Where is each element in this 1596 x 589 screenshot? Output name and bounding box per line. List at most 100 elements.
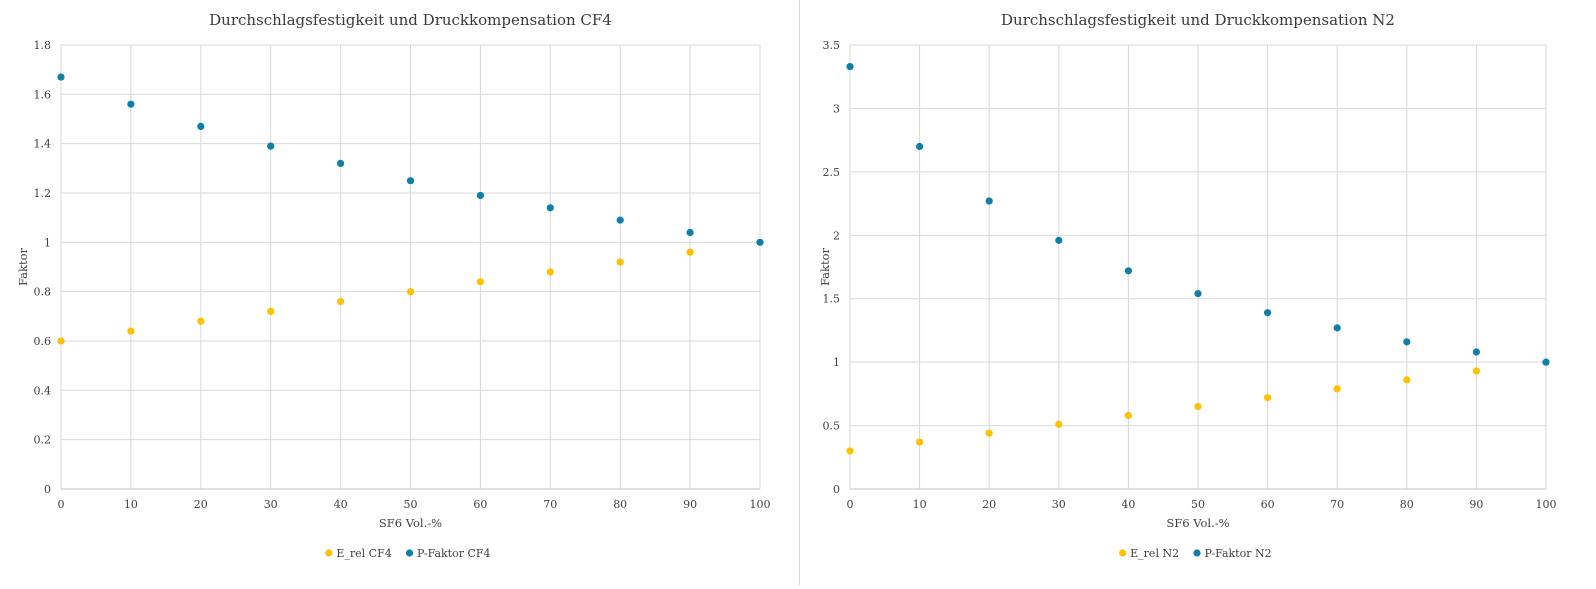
data-point-p-faktor-n2: [1333, 324, 1341, 332]
data-point-e-rel-n2: [1472, 367, 1480, 375]
panel-divider: [799, 0, 800, 585]
chart-title: Durchschlagsfestigkeit und Druckkompensa…: [209, 11, 612, 29]
data-point-p-faktor-cf4: [546, 204, 554, 212]
data-point-p-faktor-n2: [846, 62, 854, 71]
x-tick-label: 10: [913, 498, 927, 511]
y-tick-label: 1: [833, 356, 840, 369]
x-tick-label: 70: [1330, 498, 1344, 511]
data-point-p-faktor-n2: [1264, 309, 1272, 317]
data-point-e-rel-cf4: [57, 337, 65, 345]
y-tick-label: 0: [833, 483, 840, 496]
legend-label: E_rel CF4: [336, 547, 391, 560]
data-point-p-faktor-n2: [1472, 348, 1480, 356]
y-tick-label: 1.5: [823, 293, 841, 306]
x-tick-label: 50: [1191, 498, 1205, 511]
y-tick-label: 0.5: [823, 420, 841, 433]
x-axis-label: SF6 Vol.-%: [1166, 516, 1229, 530]
y-tick-label: 3.5: [823, 39, 841, 52]
x-tick-label: 30: [264, 498, 278, 511]
x-tick-label: 80: [1400, 498, 1414, 511]
chart-title: Durchschlagsfestigkeit und Druckkompensa…: [1001, 11, 1395, 29]
y-axis-label: Faktor: [818, 247, 832, 286]
y-tick-label: 1.6: [34, 88, 52, 101]
data-point-p-faktor-cf4: [686, 228, 694, 237]
data-point-e-rel-cf4: [476, 278, 484, 286]
data-point-e-rel-cf4: [616, 258, 624, 266]
data-point-e-rel-cf4: [686, 248, 694, 256]
x-tick-label: 70: [543, 498, 557, 511]
legend-marker: [1119, 549, 1127, 557]
y-tick-label: 2.5: [823, 166, 841, 179]
data-point-e-rel-n2: [1403, 376, 1411, 384]
chart-panel-cf4: Durchschlagsfestigkeit und Druckkompensa…: [0, 0, 797, 585]
data-point-e-rel-cf4: [406, 288, 415, 296]
data-point-p-faktor-cf4: [57, 73, 65, 81]
data-point-e-rel-n2: [1055, 420, 1063, 428]
data-point-e-rel-cf4: [546, 268, 554, 276]
data-point-e-rel-n2: [916, 438, 924, 446]
data-point-e-rel-cf4: [127, 327, 135, 335]
data-point-e-rel-cf4: [197, 317, 205, 325]
x-tick-label: 40: [1121, 498, 1135, 511]
chart-n2: Durchschlagsfestigkeit und Druckkompensa…: [818, 11, 1557, 560]
y-tick-label: 1.4: [34, 138, 52, 151]
legend-label: P-Faktor CF4: [417, 547, 490, 560]
chart-panel-n2: Durchschlagsfestigkeit und Druckkompensa…: [802, 0, 1596, 585]
y-tick-label: 3: [833, 102, 840, 115]
data-point-p-faktor-cf4: [756, 238, 764, 246]
data-point-p-faktor-n2: [1124, 267, 1132, 275]
legend-label: E_rel N2: [1130, 547, 1179, 560]
data-point-p-faktor-n2: [1194, 290, 1202, 298]
x-tick-label: 100: [750, 498, 771, 511]
x-tick-label: 60: [473, 498, 487, 511]
x-tick-label: 90: [1469, 498, 1483, 511]
x-tick-label: 0: [58, 498, 65, 511]
data-point-e-rel-n2: [1264, 394, 1272, 402]
legend-label: P-Faktor N2: [1205, 547, 1272, 560]
y-tick-label: 1: [44, 236, 51, 249]
y-axis-label: Faktor: [16, 247, 30, 286]
data-point-p-faktor-n2: [916, 142, 924, 151]
x-tick-label: 0: [847, 498, 854, 511]
y-tick-label: 0: [44, 483, 51, 496]
y-tick-label: 0.6: [34, 335, 52, 348]
x-tick-label: 30: [1052, 498, 1066, 511]
chart-cf4: Durchschlagsfestigkeit und Druckkompensa…: [16, 11, 771, 560]
y-tick-label: 1.2: [34, 187, 52, 200]
x-tick-label: 20: [194, 498, 208, 511]
data-point-p-faktor-cf4: [406, 177, 415, 185]
x-tick-label: 10: [124, 498, 138, 511]
y-tick-label: 0.2: [34, 434, 52, 447]
data-point-p-faktor-cf4: [127, 100, 135, 108]
data-point-e-rel-cf4: [267, 307, 275, 315]
data-point-p-faktor-cf4: [476, 191, 484, 200]
y-tick-label: 1.8: [34, 39, 52, 52]
data-point-p-faktor-n2: [1542, 358, 1550, 366]
x-axis-label: SF6 Vol.-%: [379, 516, 442, 530]
x-tick-label: 50: [404, 498, 418, 511]
data-point-p-faktor-cf4: [616, 216, 624, 224]
legend-marker: [325, 549, 333, 557]
y-tick-label: 0.8: [34, 286, 52, 299]
y-tick-label: 2: [833, 229, 840, 242]
data-point-e-rel-n2: [1124, 411, 1132, 420]
data-point-e-rel-n2: [846, 447, 854, 455]
data-point-e-rel-n2: [985, 429, 993, 437]
data-point-e-rel-n2: [1194, 402, 1202, 411]
x-tick-label: 90: [683, 498, 697, 511]
x-tick-label: 40: [334, 498, 348, 511]
data-point-p-faktor-cf4: [337, 159, 345, 167]
data-point-p-faktor-n2: [985, 197, 993, 205]
y-tick-label: 0.4: [34, 384, 52, 397]
data-point-e-rel-cf4: [337, 297, 345, 306]
data-point-p-faktor-n2: [1055, 236, 1063, 244]
x-tick-label: 20: [982, 498, 996, 511]
data-point-p-faktor-n2: [1403, 338, 1411, 346]
x-tick-label: 60: [1261, 498, 1275, 511]
x-tick-label: 80: [613, 498, 627, 511]
legend-marker: [1193, 549, 1201, 557]
data-point-e-rel-n2: [1333, 385, 1341, 393]
legend-marker: [405, 549, 414, 557]
data-point-p-faktor-cf4: [267, 142, 275, 150]
data-point-p-faktor-cf4: [197, 122, 205, 130]
